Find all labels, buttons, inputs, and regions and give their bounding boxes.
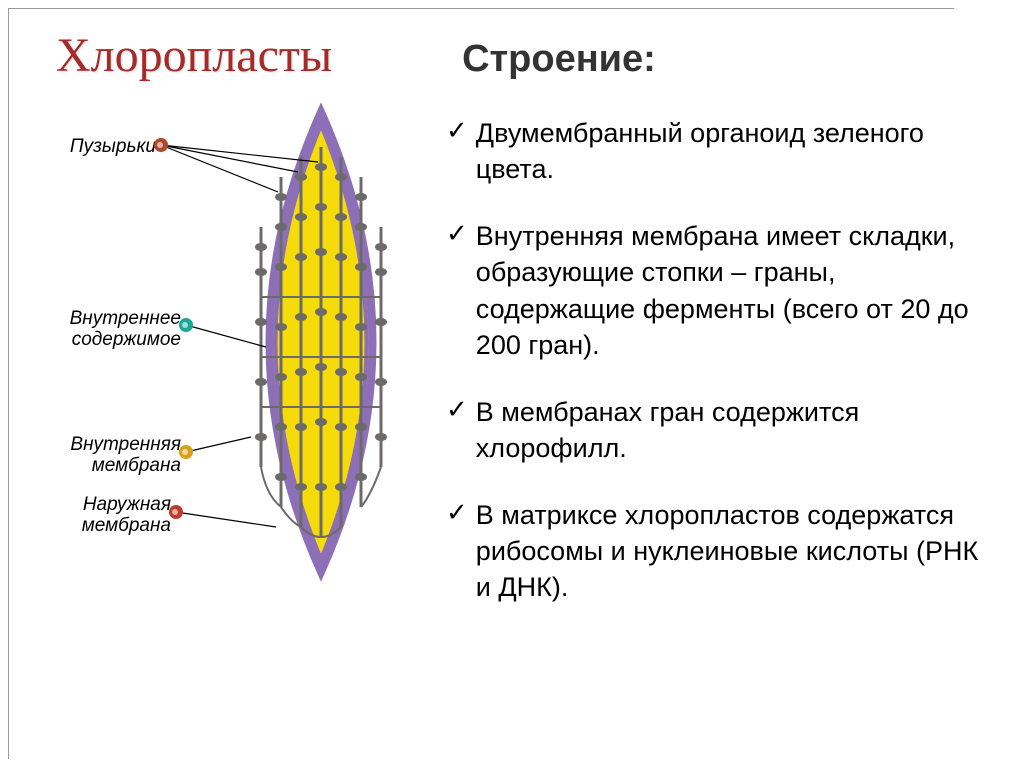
top-rule — [8, 8, 954, 9]
diagram-column: Пузырьки Внутреннее содержимое Внутрення… — [56, 107, 426, 636]
label-inner-content-l2: содержимое — [72, 329, 181, 350]
check-icon: ✓ — [446, 115, 468, 146]
bullet-1-text: Двумембранный органоид зеленого цвета. — [476, 115, 984, 188]
label-inner-membrane: Внутренняя мембрана — [56, 435, 181, 477]
label-outer-membrane-l1: Наружная — [83, 494, 171, 515]
check-icon: ✓ — [446, 497, 468, 528]
bullet-1: ✓ Двумембранный органоид зеленого цвета. — [446, 115, 984, 188]
content-row: Пузырьки Внутреннее содержимое Внутрення… — [56, 107, 984, 636]
label-inner-content: Внутреннее содержимое — [56, 309, 181, 351]
label-outer-membrane: Наружная мембрана — [56, 495, 171, 537]
label-vesicles-text: Пузырьки — [70, 136, 156, 157]
page-subtitle: Строение: — [462, 38, 656, 81]
bullet-2-text: Внутренняя мембрана имеет складки, образ… — [476, 218, 984, 364]
page-title: Хлоропласты — [56, 28, 332, 83]
label-vesicles: Пузырьки — [56, 137, 156, 158]
check-icon: ✓ — [446, 218, 468, 249]
chloroplast-diagram: Пузырьки Внутреннее содержимое Внутрення… — [56, 107, 426, 627]
text-column: ✓ Двумембранный органоид зеленого цвета.… — [426, 107, 984, 636]
label-inner-content-l1: Внутреннее — [70, 308, 181, 329]
chloroplast-svg — [206, 107, 436, 577]
label-inner-membrane-l2: мембрана — [92, 455, 181, 476]
bullet-2: ✓ Внутренняя мембрана имеет складки, обр… — [446, 218, 984, 364]
slide-page: Хлоропласты Строение: Пузырьки Внутренне… — [0, 0, 1024, 676]
bullet-4: ✓ В матриксе хлоропластов содержатся риб… — [446, 497, 984, 606]
bullet-4-text: В матриксе хлоропластов содержатся рибос… — [476, 497, 984, 606]
label-inner-membrane-l1: Внутренняя — [70, 434, 181, 455]
check-icon: ✓ — [446, 394, 468, 425]
label-outer-membrane-l2: мембрана — [82, 515, 171, 536]
side-rule — [8, 8, 9, 759]
bullet-3: ✓ В мембранах гран содержится хлорофилл. — [446, 394, 984, 467]
header: Хлоропласты Строение: — [56, 28, 984, 83]
bullet-3-text: В мембранах гран содержится хлорофилл. — [476, 394, 984, 467]
